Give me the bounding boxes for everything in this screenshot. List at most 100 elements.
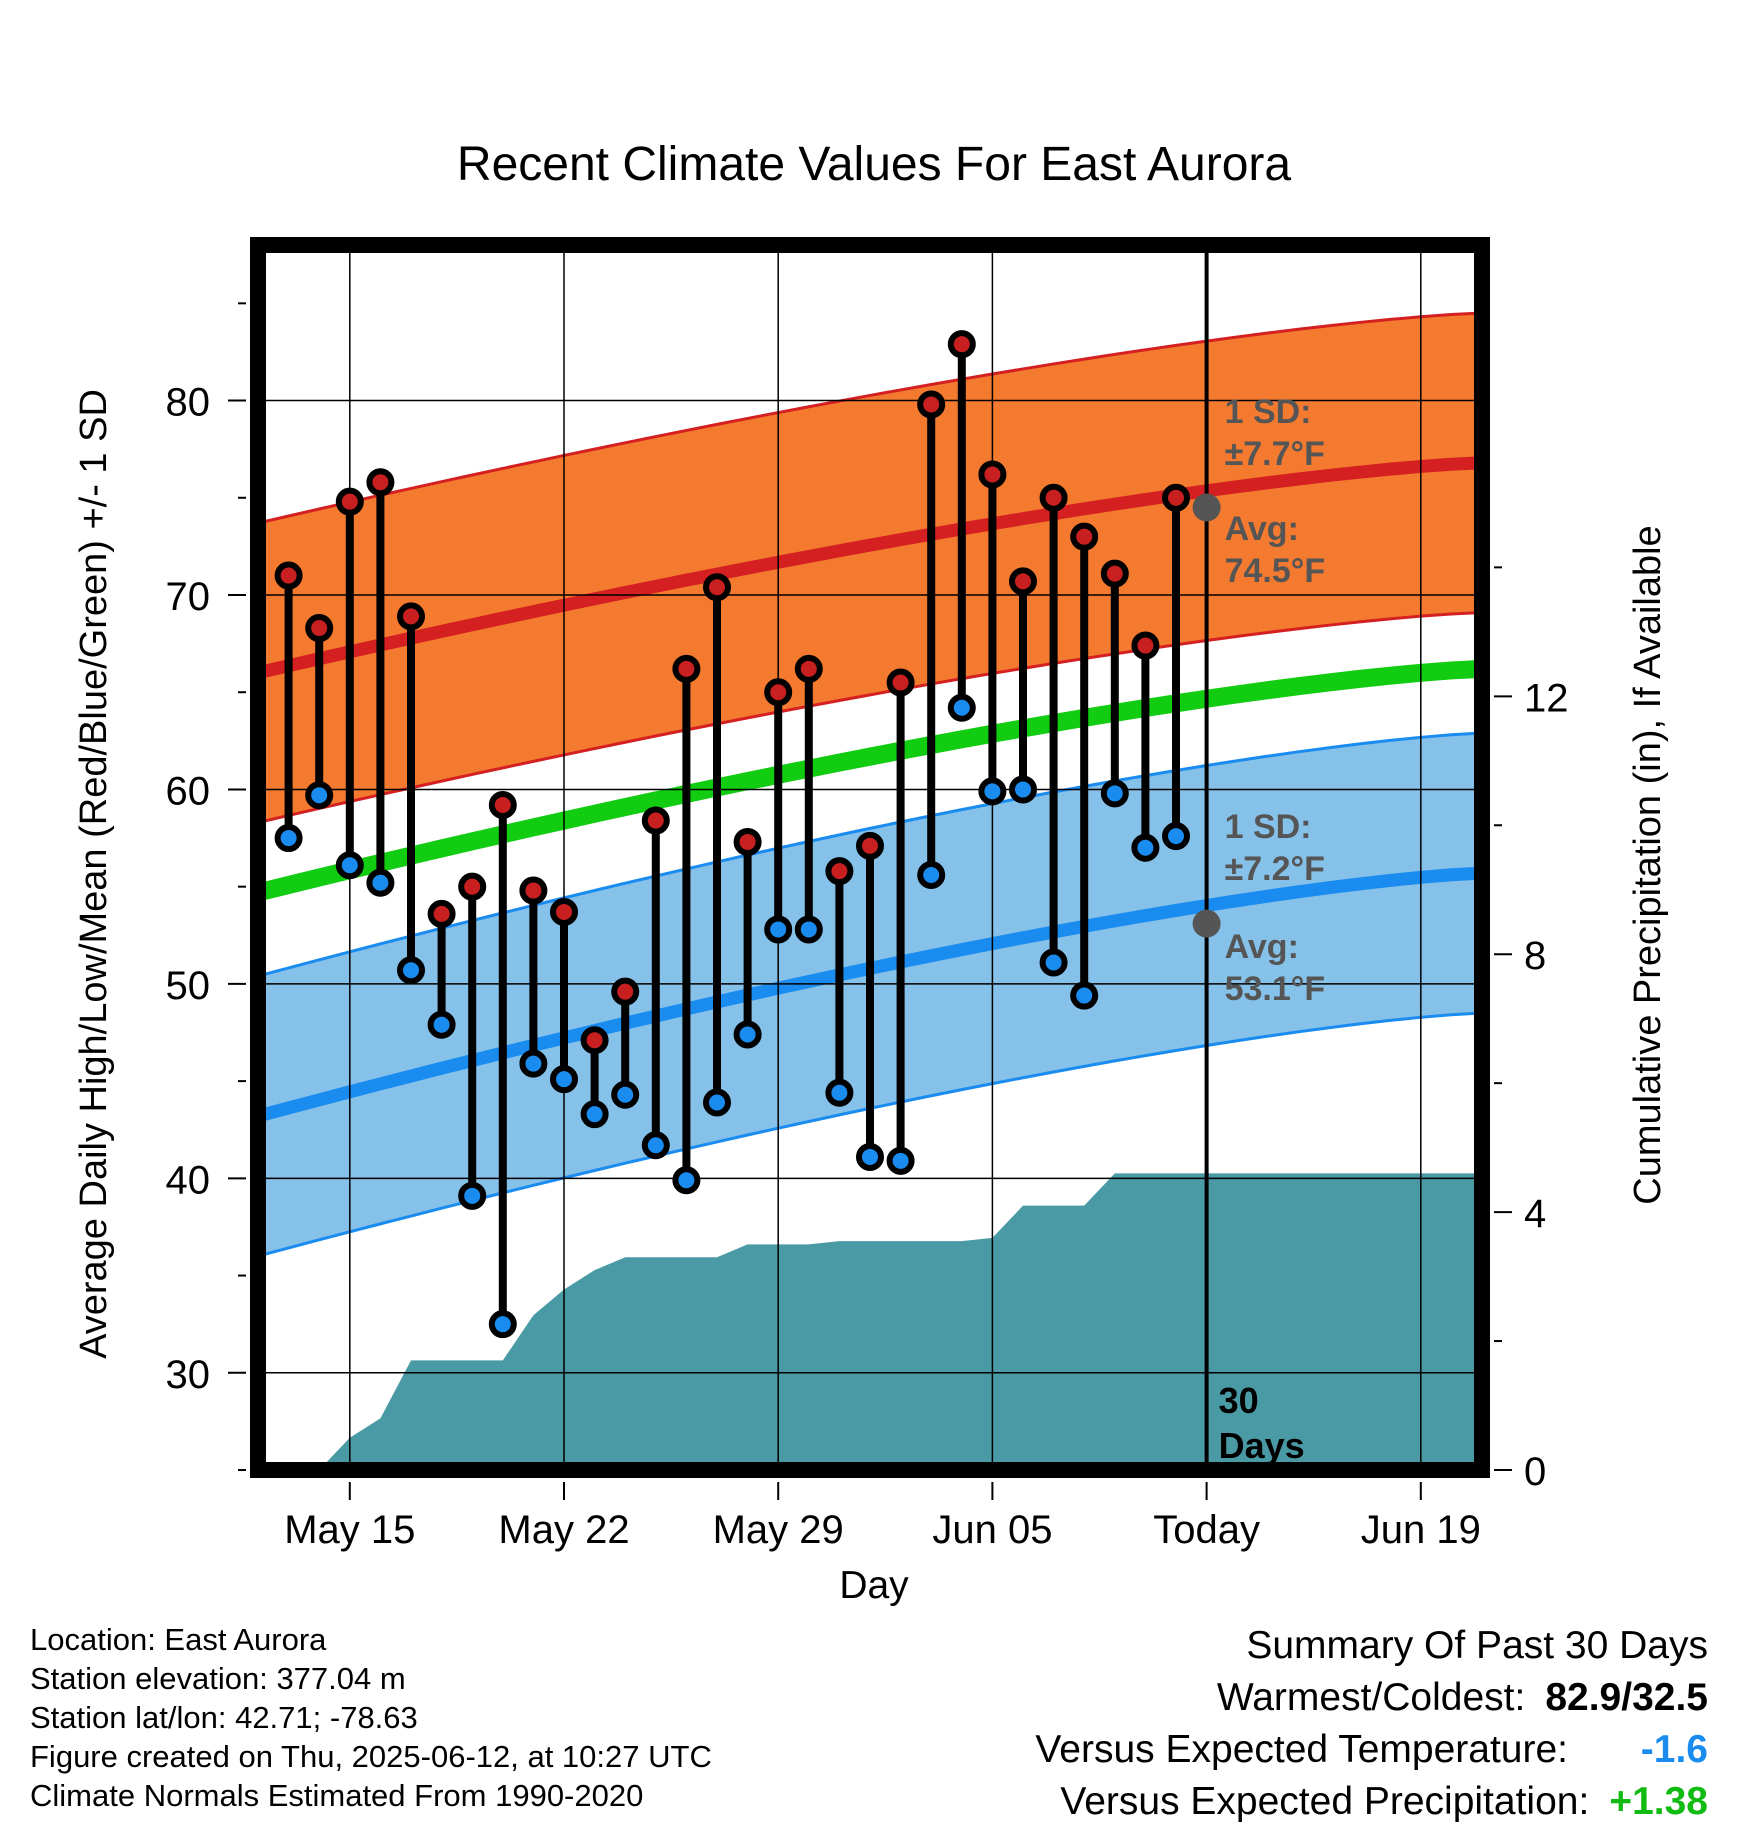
daily-high-point xyxy=(519,876,548,905)
daily-low-point xyxy=(733,1020,762,1049)
today-days-word: Days xyxy=(1219,1425,1305,1466)
today-days-count: 30 xyxy=(1219,1380,1259,1421)
daily-high-point xyxy=(672,654,701,683)
x-tick-label: May 15 xyxy=(284,1508,415,1552)
daily-low-point xyxy=(672,1166,701,1195)
daily-low-point xyxy=(641,1131,670,1160)
daily-low-point xyxy=(947,693,976,722)
daily-high-point xyxy=(1100,559,1129,588)
created-text: Figure created on Thu, 2025-06-12, at 10… xyxy=(30,1739,712,1774)
daily-low-point xyxy=(397,956,425,985)
daily-low-point xyxy=(978,777,1007,806)
low-sd-band-upper-edge xyxy=(258,731,1482,978)
low-avg-label: Avg: xyxy=(1225,928,1299,966)
y2-tick-label: 12 xyxy=(1524,676,1569,720)
daily-low-point xyxy=(856,1142,884,1171)
x-tick-label: May 29 xyxy=(713,1508,844,1552)
high-sd-band-lower-edge xyxy=(258,611,1482,824)
y-axis-label: Average Daily High/Low/Mean (Red/Blue/Gr… xyxy=(73,389,115,1359)
high-avg-label: Avg: xyxy=(1225,510,1299,548)
normal-mean-line xyxy=(258,659,1482,902)
daily-high-point xyxy=(947,330,976,359)
high-sd-band-upper-edge xyxy=(258,311,1482,525)
summary-title: Summary Of Past 30 Days xyxy=(1246,1624,1708,1667)
daily-high-point xyxy=(305,614,334,643)
today-high-avg-marker xyxy=(1192,493,1221,522)
daily-high-point xyxy=(794,654,823,683)
daily-low-point xyxy=(366,868,395,897)
climate-chart: Recent Climate Values For East Aurora 1 … xyxy=(73,138,1669,1607)
low-avg-value: 53.1°F xyxy=(1225,970,1326,1008)
y-tick-label: 40 xyxy=(166,1158,211,1202)
high-sd-label: 1 SD: xyxy=(1225,393,1312,431)
x-tick-label: Jun 19 xyxy=(1361,1508,1481,1552)
y-tick-label: 50 xyxy=(166,964,211,1008)
daily-high-point xyxy=(886,668,915,697)
daily-high-point xyxy=(917,390,946,419)
daily-low-point xyxy=(458,1181,487,1210)
daily-high-point xyxy=(1131,631,1160,660)
daily-low-point xyxy=(703,1088,731,1117)
latlon-text: Station lat/lon: 42.71; -78.63 xyxy=(30,1700,418,1735)
daily-high-point xyxy=(397,602,425,631)
daily-high-point xyxy=(1162,483,1190,512)
daily-low-point xyxy=(917,861,946,889)
daily-low-point xyxy=(764,915,793,944)
daily-low-point xyxy=(1162,822,1190,851)
daily-high-point xyxy=(274,561,303,590)
daily-high-point xyxy=(641,806,670,835)
daily-low-point xyxy=(274,824,303,853)
chart-title: Recent Climate Values For East Aurora xyxy=(457,138,1291,191)
daily-low-point xyxy=(335,851,364,880)
daily-low-point xyxy=(305,781,334,810)
daily-high-point xyxy=(1070,522,1099,551)
daily-low-point xyxy=(580,1100,609,1129)
x-tick-label: Jun 05 xyxy=(932,1508,1052,1552)
daily-high-point xyxy=(366,468,395,497)
y2-axis-label: Cumulative Precipitation (in), If Availa… xyxy=(1627,525,1669,1204)
daily-low-point xyxy=(1131,833,1160,862)
daily-high-point xyxy=(1039,483,1068,512)
precip-value: +1.38 xyxy=(1609,1780,1708,1823)
low-sd-label: 1 SD: xyxy=(1225,808,1312,846)
temp-label: Versus Expected Temperature: xyxy=(1035,1728,1568,1771)
high-sd-value: ±7.7°F xyxy=(1225,435,1325,473)
daily-high-point xyxy=(703,573,731,602)
daily-low-point xyxy=(427,1010,456,1039)
daily-low-point xyxy=(519,1049,548,1078)
daily-low-point xyxy=(1009,775,1037,804)
daily-low-point xyxy=(611,1080,640,1109)
x-tick-label: Today xyxy=(1153,1508,1260,1552)
warmest-row: Warmest/Coldest: 82.9/32.5 xyxy=(1035,1672,1708,1724)
daily-low-point xyxy=(1100,779,1129,808)
daily-low-point xyxy=(794,915,823,944)
daily-high-point xyxy=(1009,567,1037,596)
precip-label: Versus Expected Precipitation: xyxy=(1060,1780,1590,1823)
daily-high-point xyxy=(580,1026,609,1055)
x-tick-label: May 22 xyxy=(498,1508,629,1552)
y-tick-label: 70 xyxy=(166,575,211,619)
high-avg-value: 74.5°F xyxy=(1225,552,1326,590)
daily-low-point xyxy=(488,1310,517,1339)
daily-low-point xyxy=(886,1146,915,1175)
x-axis-label: Day xyxy=(839,1564,909,1607)
daily-high-point xyxy=(764,678,793,707)
station-metadata: Location: East Aurora Station elevation:… xyxy=(30,1620,712,1815)
precip-row: Versus Expected Precipitation: +1.38 xyxy=(1035,1776,1708,1828)
temp-row: Versus Expected Temperature: -1.6 xyxy=(1035,1724,1708,1776)
y-tick-label: 30 xyxy=(166,1353,211,1397)
daily-high-point xyxy=(550,897,578,926)
location-text: Location: East Aurora xyxy=(30,1622,327,1657)
daily-low-point xyxy=(1039,948,1068,977)
daily-high-point xyxy=(458,872,487,901)
daily-high-point xyxy=(733,827,762,856)
y2-tick-label: 0 xyxy=(1524,1450,1546,1494)
daily-high-point xyxy=(335,487,364,516)
daily-high-point xyxy=(856,831,884,860)
today-low-avg-marker xyxy=(1192,909,1221,938)
daily-high-point xyxy=(611,977,640,1006)
daily-high-point xyxy=(825,857,854,886)
normals-text: Climate Normals Estimated From 1990-2020 xyxy=(30,1778,644,1813)
warmest-label: Warmest/Coldest: xyxy=(1216,1676,1526,1719)
low-sd-value: ±7.2°F xyxy=(1225,850,1325,888)
